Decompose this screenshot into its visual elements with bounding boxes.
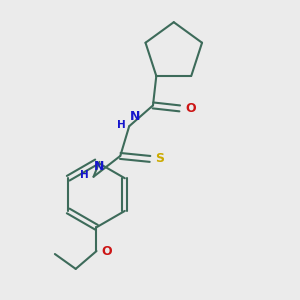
Text: N: N <box>94 160 104 173</box>
Text: O: O <box>185 102 196 115</box>
Text: H: H <box>80 170 89 180</box>
Text: H: H <box>117 120 126 130</box>
Text: O: O <box>102 244 112 258</box>
Text: S: S <box>155 152 164 165</box>
Text: N: N <box>130 110 140 123</box>
